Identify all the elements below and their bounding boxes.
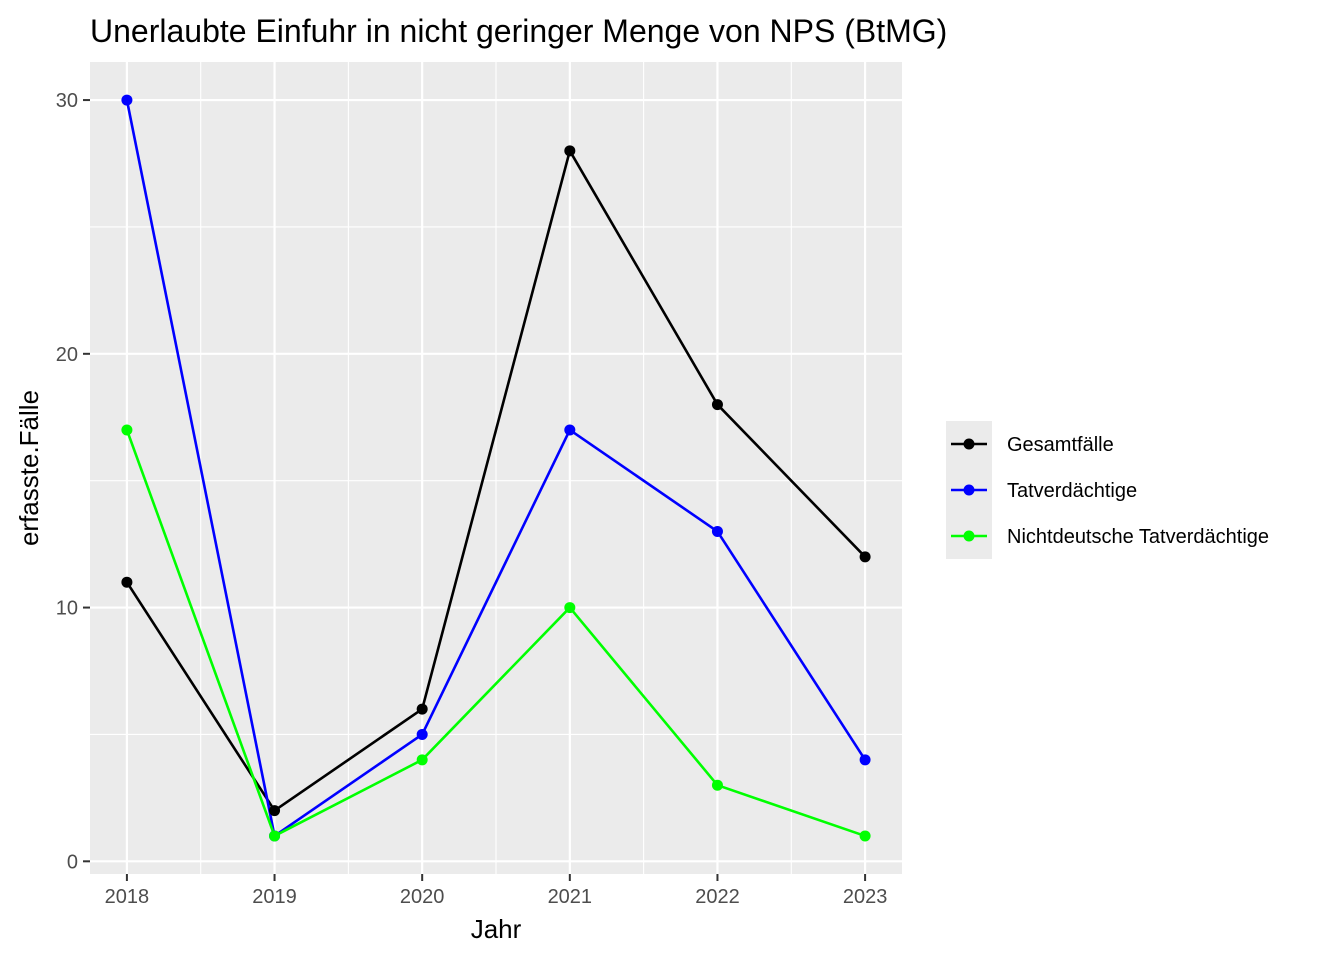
- data-point-series-2: [121, 94, 133, 106]
- data-point-series-2: [859, 754, 871, 766]
- data-point-series-1: [859, 551, 871, 563]
- legend-key-point: [963, 438, 975, 450]
- x-tick-label: 2019: [252, 886, 297, 908]
- data-point-series-3: [859, 830, 871, 842]
- y-axis-title: erfasste.Fälle: [14, 390, 44, 546]
- data-point-series-2: [711, 525, 723, 537]
- data-point-series-3: [711, 779, 723, 791]
- legend-label: Nichtdeutsche Tatverdächtige: [1007, 526, 1269, 548]
- data-point-series-1: [416, 703, 428, 715]
- x-tick-label: 2020: [400, 886, 445, 908]
- legend-key-point: [963, 484, 975, 496]
- axis-ticks: [83, 99, 867, 881]
- legend-key-point: [963, 530, 975, 542]
- data-point-series-1: [121, 576, 133, 588]
- data-point-series-2: [564, 424, 576, 436]
- x-tick-label: 2021: [548, 886, 593, 908]
- tick-labels: 0 10 20 30 2018 2019 2020 2021 2022 2023: [56, 90, 888, 908]
- x-tick-label: 2018: [105, 886, 150, 908]
- chart-title: Unerlaubte Einfuhr in nicht geringer Men…: [90, 13, 947, 49]
- x-axis-title: Jahr: [471, 914, 522, 944]
- data-point-series-1: [711, 399, 723, 411]
- data-point-series-3: [416, 754, 428, 766]
- data-point-series-3: [121, 424, 133, 436]
- series-line-2: [125, 99, 867, 838]
- data-point-series-3: [564, 602, 576, 614]
- legend: Gesamtfälle Tatverdächtige Nichtdeutsche T…: [946, 421, 1269, 559]
- y-tick-label: 20: [56, 344, 78, 366]
- series-layer: [121, 94, 871, 842]
- data-point-series-1: [564, 145, 576, 157]
- legend-label: Gesamtfälle: [1007, 434, 1114, 456]
- series-line-3: [125, 429, 866, 838]
- y-tick-label: 10: [56, 598, 78, 620]
- data-point-series-2: [416, 728, 428, 740]
- legend-label: Tatverdächtige: [1007, 480, 1137, 502]
- x-tick-label: 2022: [695, 886, 740, 908]
- series-line-1: [125, 149, 867, 812]
- y-tick-label: 0: [67, 851, 78, 873]
- data-point-series-3: [269, 830, 281, 842]
- data-point-series-1: [269, 805, 281, 817]
- x-tick-label: 2023: [843, 886, 888, 908]
- y-tick-label: 30: [56, 90, 78, 112]
